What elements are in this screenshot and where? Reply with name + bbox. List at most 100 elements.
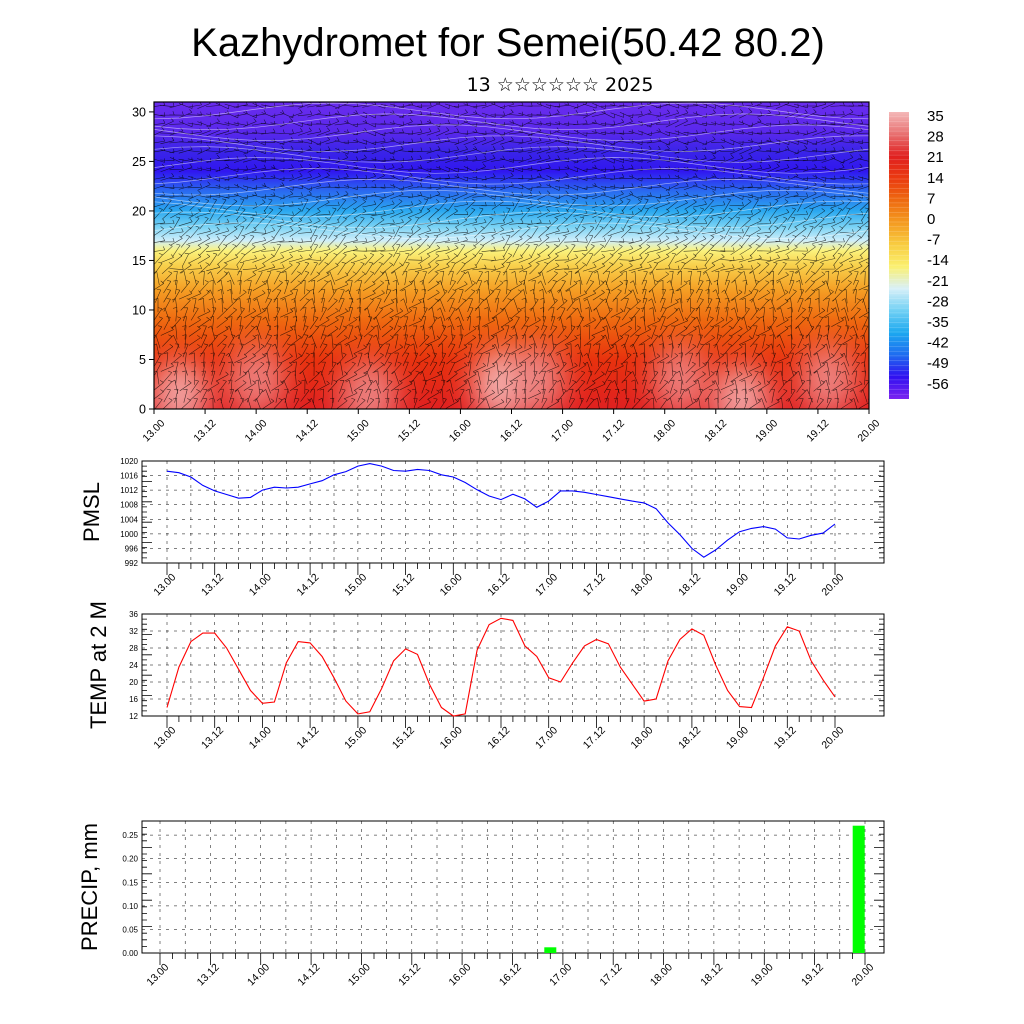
y-axis-label: TEMP at 2 M — [86, 601, 111, 729]
y-tick-label: 1000 — [120, 530, 138, 539]
x-tick-label: 17.12 — [598, 961, 625, 988]
x-tick-label: 15.00 — [346, 961, 373, 988]
x-tick-label: 14.12 — [294, 724, 321, 751]
profile-x-tick-label: 20.00 — [855, 417, 882, 444]
profile-x-tick-label: 14.00 — [242, 417, 269, 444]
x-tick-label: 16.00 — [438, 571, 465, 598]
x-tick-label: 16.00 — [438, 724, 465, 751]
profile-y-tick-label: 30 — [132, 105, 146, 119]
colorbar-steps — [889, 116, 909, 395]
precip-bar — [544, 947, 557, 953]
x-tick-label: 13.12 — [199, 571, 226, 598]
y-tick-label: 1016 — [120, 472, 138, 481]
colorbar-label: 21 — [927, 149, 944, 166]
profile-y-tick-label: 5 — [139, 353, 146, 367]
series-line — [166, 617, 836, 717]
pmsl-panel: 992 996 1000 1004 1008 1012 1016 1020 13.00 13.12… — [79, 457, 885, 598]
grid-lines — [142, 613, 884, 717]
x-tick-label: 17.12 — [581, 724, 608, 751]
x-tick-label: 19.12 — [772, 724, 799, 751]
temp-panel: 12 16 20 24 28 32 36 13.00 13.12 14.00 14.12 15.00 1… — [86, 601, 885, 751]
y-tick-label: 992 — [125, 559, 139, 568]
colorbar-label: -56 — [927, 376, 949, 393]
x-tick-label: 14.00 — [247, 724, 274, 751]
profile-x-tick-label: 18.12 — [702, 417, 729, 444]
y-tick-label: 0.10 — [122, 902, 138, 911]
colorbar-label: -35 — [927, 314, 949, 331]
profile-x-tick-label: 17.12 — [600, 417, 627, 444]
x-tick-label: 16.12 — [497, 961, 524, 988]
y-tick-label: 0.15 — [122, 878, 138, 887]
profile-y-tick-label: 20 — [132, 204, 146, 218]
x-tick-label: 16.00 — [446, 961, 473, 988]
panel-frame — [141, 820, 885, 954]
x-tick-label: 13.12 — [199, 724, 226, 751]
y-tick-label: 1008 — [120, 501, 138, 510]
x-tick-label: 15.00 — [342, 571, 369, 598]
panel-frame — [141, 460, 885, 564]
profile-y-tick-label: 25 — [132, 155, 146, 169]
x-tick-label: 19.00 — [749, 961, 776, 988]
x-tick-label: 18.12 — [676, 571, 703, 598]
precip-bar — [852, 825, 865, 953]
x-tick-label: 13.00 — [151, 571, 178, 598]
x-tick-label: 14.12 — [295, 961, 322, 988]
y-axis-label: PMSL — [79, 482, 104, 542]
x-tick-label: 13.12 — [195, 961, 222, 988]
profile-panel: 0 5 10 15 20 25 30 13.00 13.12 14.00 14.12 15.00 15.… — [132, 101, 883, 444]
profile-x-tick-label: 13.12 — [191, 417, 218, 444]
y-tick-label: 36 — [129, 610, 138, 619]
x-tick-label: 14.12 — [294, 571, 321, 598]
colorbar-label: 28 — [927, 129, 944, 146]
axis-ticks — [142, 460, 884, 575]
x-tick-label: 14.00 — [247, 571, 274, 598]
profile-y-tick-label: 15 — [132, 254, 146, 268]
y-tick-label: 16 — [129, 695, 138, 704]
y-tick-label: 1012 — [120, 486, 138, 495]
grid-lines — [142, 821, 884, 954]
colorbar-label: 14 — [927, 170, 944, 187]
profile-x-tick-label: 14.12 — [294, 417, 321, 444]
streamlines — [154, 102, 869, 239]
profile-y-tick-label: 10 — [132, 303, 146, 317]
x-tick-label: 16.12 — [485, 724, 512, 751]
profile-x-tick-label: 18.00 — [651, 417, 678, 444]
colorbar-label: -21 — [927, 273, 949, 290]
profile-x-tick-label: 15.00 — [345, 417, 372, 444]
colorbar-label: 0 — [927, 211, 935, 228]
x-tick-label: 15.12 — [396, 961, 423, 988]
axis-ticks — [142, 613, 884, 728]
profile-x-tick-label: 17.00 — [549, 417, 576, 444]
y-tick-label: 0.25 — [122, 831, 138, 840]
x-tick-label: 18.00 — [628, 571, 655, 598]
colorbar-label: -42 — [927, 335, 949, 352]
y-tick-label: 20 — [129, 678, 138, 687]
y-tick-label: 28 — [129, 644, 138, 653]
x-tick-label: 15.12 — [390, 724, 417, 751]
profile-x-tick-label: 16.12 — [498, 417, 525, 444]
x-tick-label: 13.00 — [144, 961, 171, 988]
y-tick-label: 32 — [129, 627, 138, 636]
x-tick-label: 17.00 — [533, 571, 560, 598]
profile-x-tick-label: 19.00 — [753, 417, 780, 444]
x-tick-label: 20.00 — [819, 724, 846, 751]
hot-spot — [652, 345, 709, 409]
x-tick-label: 19.00 — [724, 571, 751, 598]
y-tick-label: 24 — [129, 661, 138, 670]
x-tick-label: 17.12 — [581, 571, 608, 598]
x-tick-label: 18.12 — [676, 724, 703, 751]
figure-title: Kazhydromet for Semei(50.42 80.2) — [191, 21, 825, 65]
colorbar-label: -49 — [927, 355, 949, 372]
precip-panel: 0.00 0.05 0.10 0.15 0.20 0.25 13.00 13.12 14.00 1… — [77, 820, 885, 988]
colorbar-label: -28 — [927, 293, 949, 310]
x-tick-label: 14.00 — [245, 961, 272, 988]
x-tick-label: 18.00 — [628, 724, 655, 751]
x-tick-label: 16.12 — [485, 571, 512, 598]
profile-y-tick-label: 0 — [139, 403, 146, 417]
colorbar-label: -14 — [927, 252, 949, 269]
x-tick-label: 19.00 — [724, 724, 751, 751]
grid-lines — [142, 460, 884, 564]
x-tick-label: 19.12 — [799, 961, 826, 988]
colorbar-label: -7 — [927, 232, 940, 249]
